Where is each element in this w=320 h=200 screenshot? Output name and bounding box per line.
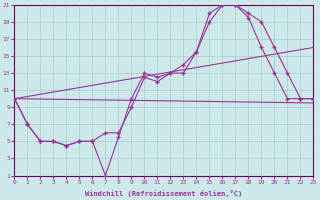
X-axis label: Windchill (Refroidissement éolien,°C): Windchill (Refroidissement éolien,°C) xyxy=(85,190,243,197)
